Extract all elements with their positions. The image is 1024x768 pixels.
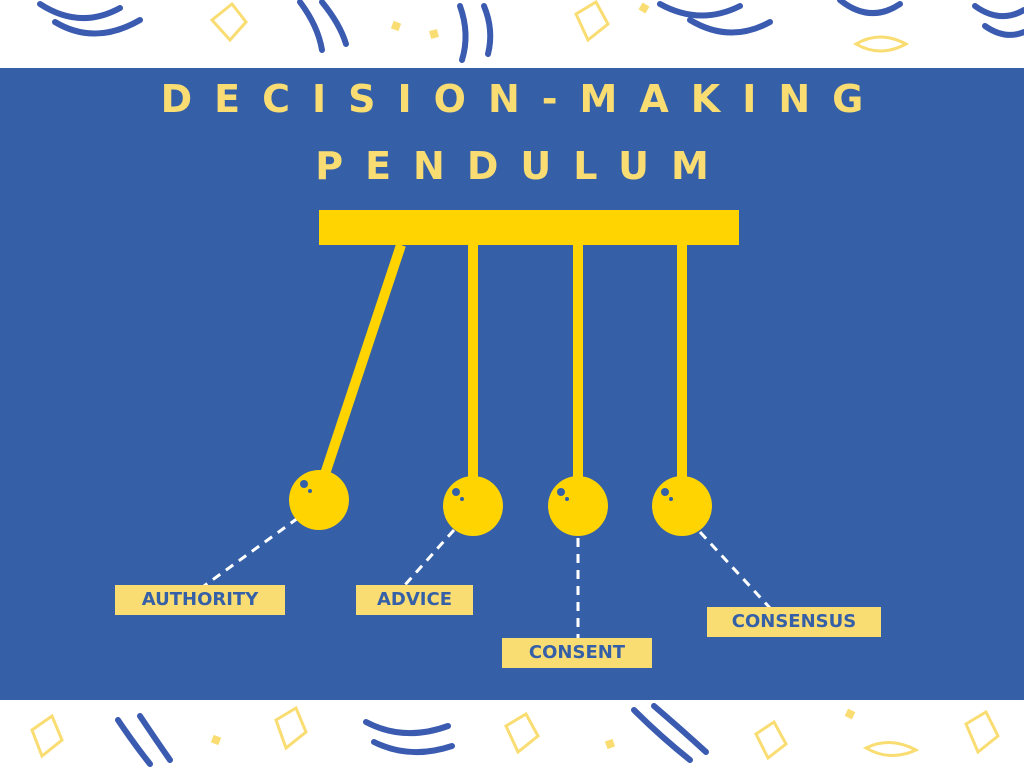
pendulum-bar xyxy=(319,210,739,245)
top-decoration xyxy=(37,0,1024,63)
label-advice: ADVICE xyxy=(356,585,473,615)
connector-consensus xyxy=(698,530,772,610)
title-line-2: PENDULUM xyxy=(315,144,731,188)
bob-consent xyxy=(548,476,608,536)
bottom-decoration xyxy=(30,703,1000,767)
label-consent: CONSENT xyxy=(502,638,652,668)
title-line-1: DECISION-MAKING xyxy=(160,77,886,121)
label-authority: AUTHORITY xyxy=(115,585,285,615)
bob-consensus xyxy=(652,476,712,536)
connector-advice xyxy=(402,529,456,587)
bob-authority xyxy=(289,470,349,530)
bob-advice xyxy=(443,476,503,536)
connector-authority xyxy=(203,516,299,588)
string-authority xyxy=(318,243,406,482)
label-consensus: CONSENSUS xyxy=(707,607,881,637)
